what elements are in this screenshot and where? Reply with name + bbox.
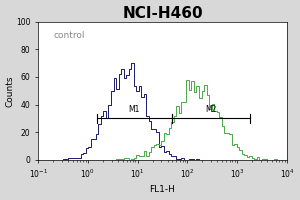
Title: NCI-H460: NCI-H460 — [122, 6, 203, 21]
Y-axis label: Counts: Counts — [6, 75, 15, 107]
Text: M2: M2 — [205, 105, 216, 114]
Text: control: control — [53, 31, 85, 40]
Text: M1: M1 — [128, 105, 140, 114]
X-axis label: FL1-H: FL1-H — [150, 185, 175, 194]
